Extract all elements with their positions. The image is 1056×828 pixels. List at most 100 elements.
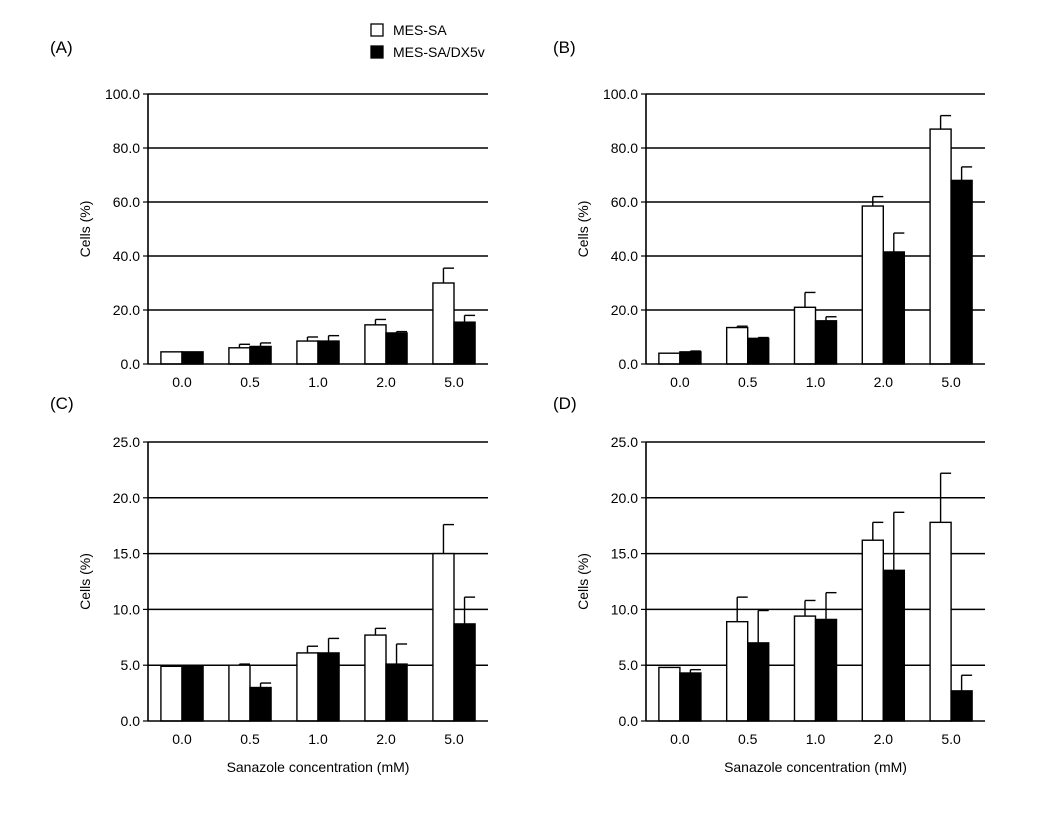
x-tick-label: 1.0: [308, 731, 328, 747]
bar-mes-sa: [160, 665, 183, 722]
bar-mes-sa-dx5v: [249, 686, 272, 722]
x-tick-label: 2.0: [376, 731, 396, 747]
chart-panel-4: (D) 0.0 5.0 10.0 15.0 20.0 25.0 Cells (%) 0.0 0.5…: [553, 394, 985, 775]
chart-panel-1: (A) 0.0 20.0 40.0 60.0 80.0 100.0 Cells (%) 0.0 0…: [50, 38, 488, 390]
bar-mes-sa-dx5v: [385, 663, 408, 722]
x-tick-label: 0.5: [240, 374, 260, 390]
chart-panel-2: (B) 0.0 20.0 40.0 60.0 80.0 100.0 Cells (%) 0.0 0…: [553, 38, 985, 390]
bar-mes-sa: [160, 351, 183, 365]
bar-mes-sa: [228, 347, 251, 365]
chart-panel-3: (C) 0.0 5.0 10.0 15.0 20.0 25.0 Cells (%) 0.0 0.5…: [50, 394, 488, 775]
x-tick-label: 1.0: [806, 374, 826, 390]
x-tick-label: 0.5: [738, 731, 758, 747]
charts: (A) 0.0 20.0 40.0 60.0 80.0 100.0 Cells (%) 0.0 0…: [50, 38, 985, 775]
y-tick-label: 5.0: [619, 657, 639, 673]
bar-mes-sa-dx5v: [453, 321, 476, 365]
bar-mes-sa-dx5v: [950, 690, 973, 722]
bar-mes-sa-dx5v: [249, 345, 272, 365]
bar-mes-sa: [658, 352, 681, 365]
bar-mes-sa: [658, 666, 681, 722]
bar-mes-sa: [793, 306, 817, 365]
x-tick-label: 0.5: [738, 374, 758, 390]
x-tick-label: 0.0: [172, 374, 192, 390]
bar-mes-sa-dx5v: [317, 652, 340, 722]
x-tick-label: 5.0: [444, 374, 464, 390]
y-tick-label: 60.0: [611, 194, 638, 210]
bar-mes-sa: [929, 521, 952, 722]
y-axis-title: Cells (%): [575, 201, 591, 258]
bar-mes-sa-dx5v: [317, 340, 340, 365]
bar-mes-sa-dx5v: [950, 179, 973, 365]
bar-mes-sa: [861, 539, 884, 722]
x-tick-label: 5.0: [941, 374, 961, 390]
bar-mes-sa: [861, 205, 884, 365]
legend-item-mes-sa-dx5v: MES-SA/DX5v: [370, 44, 485, 60]
bar-mes-sa: [725, 620, 749, 722]
y-axis-title: Cells (%): [77, 553, 93, 610]
x-tick-label: 5.0: [941, 731, 961, 747]
x-tick-label: 2.0: [376, 374, 396, 390]
y-tick-label: 5.0: [121, 657, 141, 673]
y-tick-label: 20.0: [113, 302, 140, 318]
panel-label: (B): [553, 38, 576, 57]
bar-mes-sa-dx5v: [181, 665, 204, 722]
y-tick-label: 0.0: [619, 713, 639, 729]
y-tick-label: 20.0: [611, 302, 638, 318]
legend-label-mes-sa-dx5v: MES-SA/DX5v: [393, 44, 485, 60]
y-tick-label: 80.0: [113, 140, 140, 156]
y-tick-label: 100.0: [105, 86, 140, 102]
y-tick-label: 20.0: [611, 490, 638, 506]
panel-label: (D): [553, 394, 577, 413]
y-tick-label: 0.0: [619, 356, 639, 372]
bar-mes-sa-dx5v: [814, 618, 838, 722]
y-tick-label: 25.0: [611, 434, 638, 450]
x-tick-label: 0.5: [240, 731, 260, 747]
y-tick-label: 40.0: [113, 248, 140, 264]
legend-label-mes-sa: MES-SA: [393, 22, 447, 38]
y-tick-label: 60.0: [113, 194, 140, 210]
bar-mes-sa-dx5v: [679, 351, 702, 365]
bar-mes-sa-dx5v: [882, 569, 906, 722]
bar-mes-sa: [432, 282, 455, 365]
bar-mes-sa-dx5v: [385, 332, 408, 365]
bar-mes-sa-dx5v: [453, 623, 476, 722]
x-axis-title: Sanazole concentration (mM): [227, 759, 410, 775]
y-tick-label: 0.0: [121, 356, 141, 372]
bar-mes-sa: [793, 615, 817, 722]
y-tick-label: 10.0: [113, 601, 140, 617]
y-tick-label: 40.0: [611, 248, 638, 264]
legend-swatch-mes-sa-dx5v: [370, 45, 384, 59]
bar-mes-sa: [228, 664, 251, 722]
x-tick-label: 0.0: [670, 731, 690, 747]
bar-mes-sa-dx5v: [747, 337, 770, 365]
legend-item-mes-sa: MES-SA: [370, 22, 447, 38]
bar-mes-sa-dx5v: [747, 642, 770, 722]
y-axis-title: Cells (%): [77, 201, 93, 258]
bar-mes-sa: [364, 634, 387, 722]
y-tick-label: 0.0: [121, 713, 141, 729]
bar-mes-sa-dx5v: [679, 672, 702, 722]
bar-mes-sa: [929, 128, 952, 365]
x-tick-label: 1.0: [806, 731, 826, 747]
y-tick-label: 25.0: [113, 434, 140, 450]
panel-label: (C): [50, 394, 74, 413]
y-tick-label: 10.0: [611, 601, 638, 617]
bar-mes-sa: [725, 326, 749, 365]
y-axis-title: Cells (%): [575, 553, 591, 610]
bar-mes-sa: [296, 340, 319, 365]
x-axis-title: Sanazole concentration (mM): [724, 759, 907, 775]
y-tick-label: 20.0: [113, 490, 140, 506]
bar-mes-sa: [296, 652, 319, 722]
y-tick-label: 15.0: [611, 546, 638, 562]
bar-mes-sa: [432, 552, 455, 722]
bar-mes-sa-dx5v: [814, 320, 838, 365]
x-tick-label: 2.0: [874, 374, 894, 390]
legend-swatch-mes-sa: [370, 23, 384, 37]
panel-label: (A): [50, 38, 73, 57]
y-tick-label: 100.0: [603, 86, 638, 102]
x-tick-label: 2.0: [874, 731, 894, 747]
y-tick-label: 80.0: [611, 140, 638, 156]
bar-mes-sa-dx5v: [181, 351, 204, 365]
bar-mes-sa: [364, 324, 387, 365]
